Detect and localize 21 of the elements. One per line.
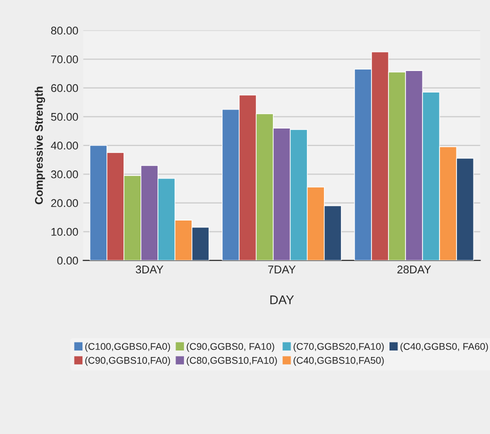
y-tick-label: 20.00 <box>51 199 78 208</box>
y-tick-label: 70.00 <box>51 55 78 64</box>
y-tick-label: 60.00 <box>51 84 78 92</box>
legend-label: (C70,GGBS20,FA10) <box>294 342 384 352</box>
y-tick-label: 10.00 <box>51 228 78 236</box>
x-tick-label: 28DAY <box>397 266 431 274</box>
y-tick-label: 40.00 <box>50 142 78 150</box>
legend-label: (C90,GGBS0, FA10) <box>186 342 274 352</box>
x-tick-label: 7DAY <box>268 266 296 274</box>
x-axis-title: DAY <box>270 296 294 304</box>
legend-label: (C100,GGBS0,FA0) <box>85 342 170 352</box>
y-tick-label: 0.00 <box>57 256 78 265</box>
legend-label: (C90,GGBS10,FA0) <box>85 356 170 366</box>
legend-label: (C40,GGBS0, FA60) <box>400 342 488 352</box>
y-tick-label: 30.00 <box>51 170 78 178</box>
y-tick-label: 80.00 <box>51 26 78 35</box>
y-axis-title: Compressive Strength <box>34 86 46 204</box>
legend-label: (C80,GGBS10,FA10) <box>186 356 277 366</box>
x-tick-label: 3DAY <box>136 266 164 274</box>
y-tick-label: 50.00 <box>51 112 78 121</box>
legend-label: (C40,GGBS10,FA50) <box>294 356 384 366</box>
